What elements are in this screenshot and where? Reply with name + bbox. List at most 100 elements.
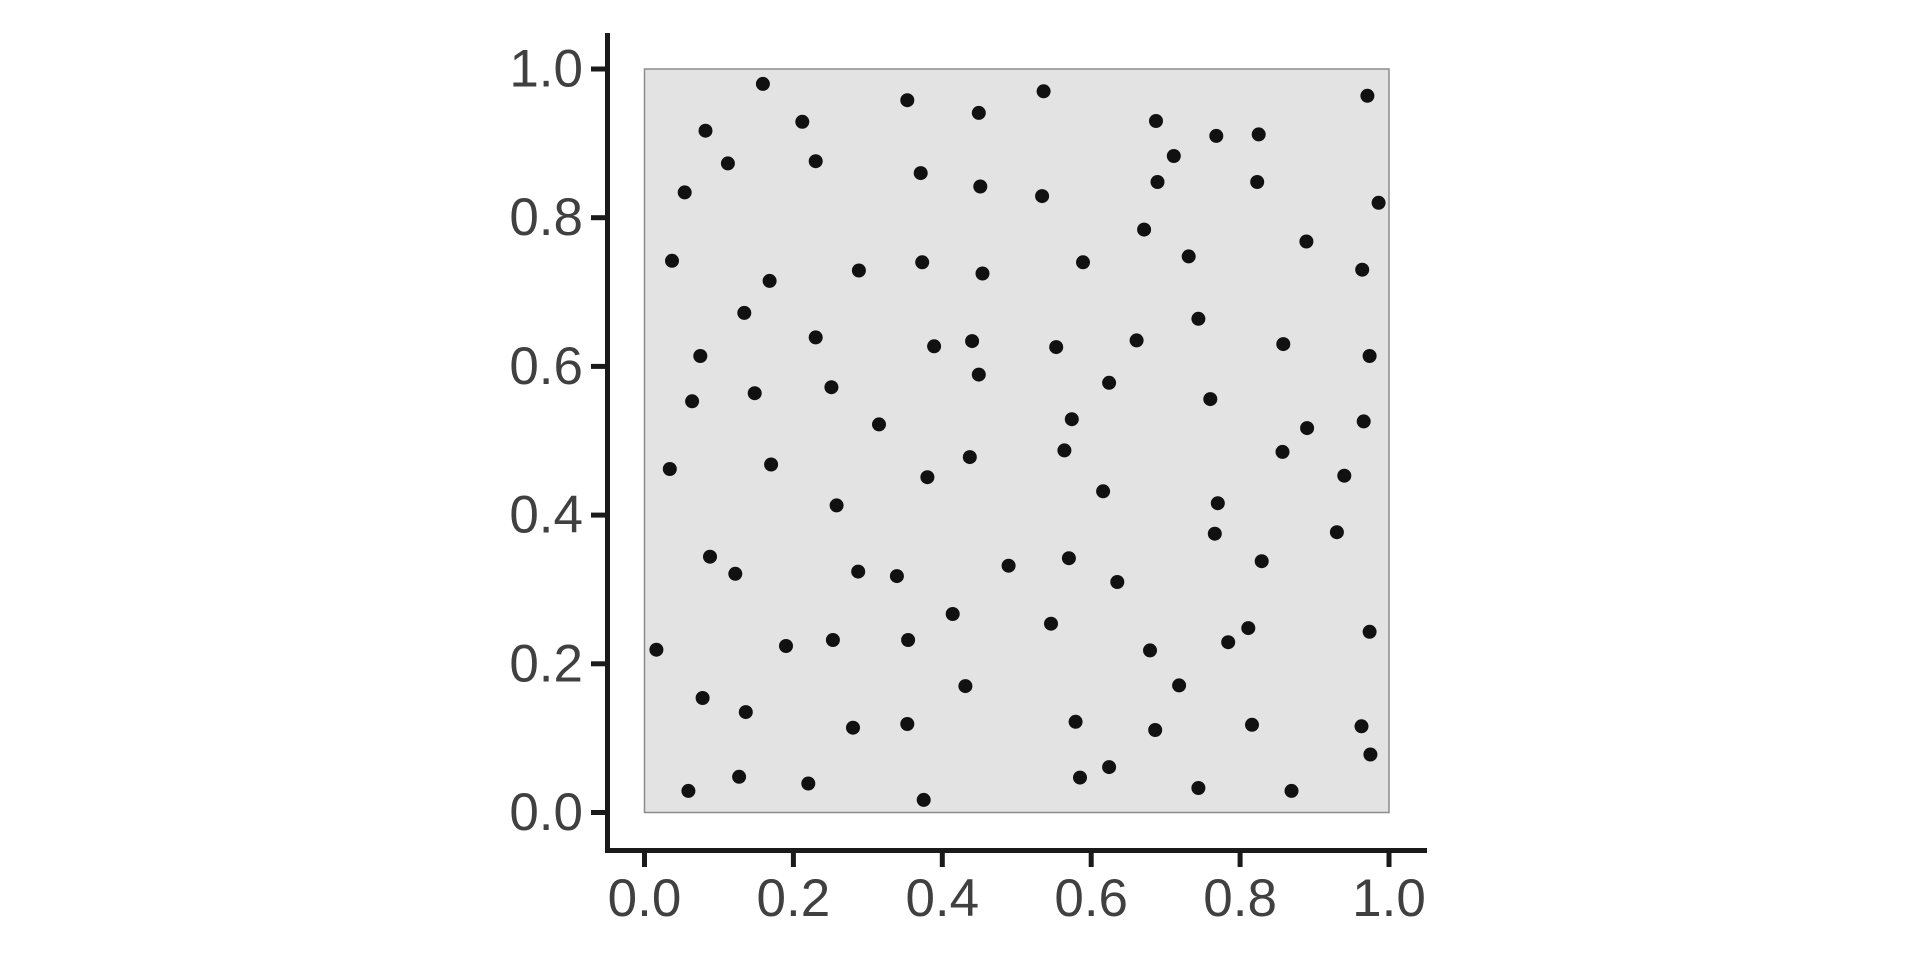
plot-panel (643, 68, 1390, 814)
data-point (1191, 781, 1206, 795)
tick-labels-group: 0.0 0.2 0.4 0.6 0.8 1.0 0.0 0.2 0.4 0.6 0.8 1.0 (509, 40, 1426, 929)
data-point (1149, 114, 1163, 128)
data-point (1057, 443, 1072, 458)
tick-marks-group (591, 66, 1392, 867)
data-point (1210, 496, 1225, 511)
data-point (1191, 311, 1206, 326)
data-point (755, 76, 770, 91)
plot-panel-group (643, 68, 1390, 814)
data-point (1300, 421, 1315, 436)
data-point (1096, 484, 1111, 499)
data-point (1251, 127, 1266, 142)
data-point (1102, 375, 1117, 390)
data-point (801, 776, 816, 791)
data-point (1245, 717, 1259, 732)
x-tick-label: 0.0 (608, 869, 682, 928)
data-point (665, 253, 679, 268)
data-point (1044, 616, 1058, 631)
data-point (915, 255, 930, 270)
data-point (1001, 558, 1016, 573)
x-tick-label: 0.4 (905, 869, 979, 928)
data-point (1143, 643, 1157, 658)
data-point (958, 679, 973, 694)
data-point (1148, 723, 1163, 737)
data-point (965, 334, 980, 349)
data-point (649, 642, 664, 657)
data-point (695, 691, 710, 705)
data-point (1371, 195, 1386, 210)
y-tick-label: 1.0 (509, 40, 583, 99)
data-point (1035, 189, 1050, 204)
data-point (1284, 783, 1299, 798)
data-point (1150, 175, 1165, 189)
data-point (1337, 468, 1352, 483)
data-point (1049, 340, 1064, 355)
y-tick-label: 0.0 (509, 783, 583, 842)
data-point (1221, 635, 1236, 650)
data-point (1110, 575, 1125, 589)
data-point (677, 185, 692, 200)
data-point (971, 105, 986, 120)
data-point (971, 367, 986, 382)
data-point (829, 498, 844, 513)
data-point (1241, 621, 1256, 636)
data-point (779, 639, 793, 653)
data-point (1354, 719, 1369, 734)
data-point (1276, 337, 1291, 352)
data-point (851, 263, 866, 278)
data-point (808, 330, 823, 345)
data-point (1250, 175, 1265, 189)
data-point (808, 154, 823, 169)
data-point (681, 783, 696, 798)
data-point (738, 705, 753, 720)
data-point (973, 179, 988, 194)
data-point (913, 166, 928, 181)
data-point (1209, 128, 1224, 143)
data-point (889, 569, 904, 584)
data-point (1356, 414, 1371, 429)
scatter-points-group (649, 76, 1386, 807)
data-point (851, 564, 866, 579)
x-tick-label: 1.0 (1352, 869, 1426, 928)
data-point (1207, 526, 1222, 541)
data-point (795, 114, 810, 129)
data-point (1102, 760, 1117, 775)
data-point (732, 769, 747, 784)
data-point (1329, 525, 1344, 540)
axis-lines-group (605, 33, 1427, 853)
data-point (975, 266, 990, 281)
data-point (1137, 222, 1152, 237)
data-point (1064, 412, 1079, 427)
data-point (685, 394, 700, 409)
data-point (662, 462, 677, 476)
data-point (1355, 262, 1370, 277)
data-point (703, 549, 717, 564)
data-point (1181, 249, 1196, 264)
x-tick-label: 0.8 (1203, 869, 1277, 928)
y-tick-label: 0.8 (509, 188, 583, 247)
data-point (824, 380, 839, 395)
data-point (1275, 444, 1290, 459)
data-point (872, 417, 886, 432)
data-point (1299, 234, 1314, 249)
data-point (1172, 678, 1187, 693)
y-tick-label: 0.2 (509, 634, 583, 693)
data-point (1254, 554, 1269, 569)
data-point (698, 123, 713, 138)
data-point (1061, 551, 1076, 566)
data-point (825, 633, 840, 647)
data-point (1129, 333, 1144, 348)
y-tick-label: 0.4 (509, 486, 583, 545)
data-point (1203, 392, 1218, 407)
data-point (1362, 624, 1377, 639)
data-point (1076, 255, 1090, 270)
data-point (1166, 149, 1181, 163)
data-point (916, 792, 931, 807)
data-point (1073, 770, 1087, 785)
x-tick-label: 0.2 (757, 869, 831, 928)
data-point (693, 349, 708, 363)
data-point (1036, 84, 1051, 99)
data-point (720, 156, 735, 171)
